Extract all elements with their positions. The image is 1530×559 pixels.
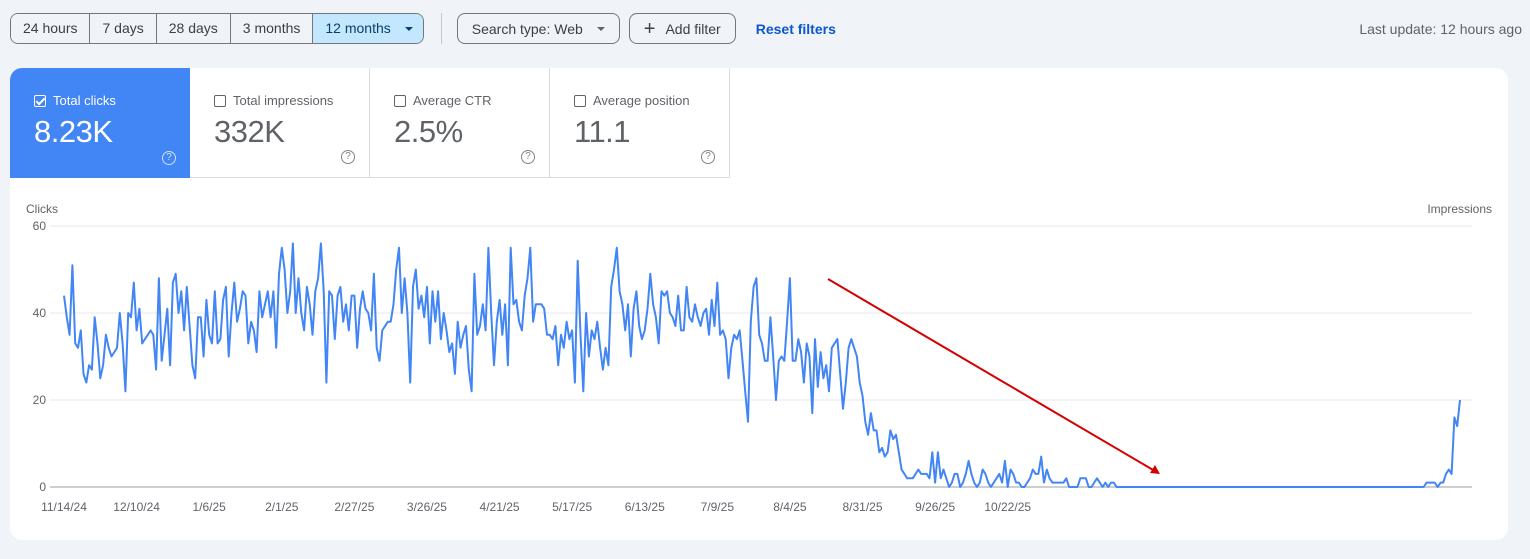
- arrowhead-icon: [1150, 465, 1160, 474]
- range-label: 3 months: [242, 20, 301, 36]
- x-tick-label: 5/17/25: [552, 500, 592, 514]
- metric-value: 8.23K: [34, 114, 113, 149]
- range-3-months[interactable]: 3 months: [230, 14, 314, 43]
- toolbar-divider: [440, 13, 442, 44]
- metric-value: 332K: [214, 114, 285, 149]
- metric-label: Total clicks: [53, 93, 116, 108]
- help-icon[interactable]: ?: [701, 150, 715, 164]
- y-tick-label: 20: [33, 393, 47, 407]
- range-label: 12 months: [325, 20, 391, 36]
- date-range-selector: 24 hours 7 days 28 days 3 months 12 months: [10, 13, 424, 44]
- x-tick-label: 10/22/25: [984, 500, 1031, 514]
- x-tick-label: 12/10/24: [113, 500, 160, 514]
- metric-average-ctr[interactable]: Average CTR 2.5% ?: [370, 68, 550, 178]
- checkbox-icon[interactable]: [214, 94, 226, 107]
- range-12-months[interactable]: 12 months: [313, 14, 423, 43]
- checkbox-checked-icon[interactable]: [34, 94, 46, 107]
- annotation-arrow: [827, 278, 1155, 472]
- metric-total-impressions[interactable]: Total impressions 332K ?: [190, 68, 370, 178]
- clicks-chart[interactable]: Clicks Impressions 0 20 40 60 11/14/24 12/10/…: [10, 178, 1508, 540]
- x-tick-label: 2/27/25: [334, 500, 374, 514]
- help-icon[interactable]: ?: [521, 150, 535, 164]
- toolbar: 24 hours 7 days 28 days 3 months 12 months S…: [10, 13, 1522, 44]
- help-icon[interactable]: ?: [162, 151, 176, 165]
- metric-value: 11.1: [574, 114, 631, 149]
- clicks-line: [63, 242, 1461, 488]
- chevron-down-icon: [596, 26, 605, 31]
- checkbox-icon[interactable]: [394, 94, 406, 107]
- range-label: 28 days: [168, 20, 218, 36]
- x-tick-label: 8/31/25: [842, 500, 882, 514]
- y-tick-label: 40: [33, 306, 47, 320]
- x-tick-label: 8/4/25: [773, 500, 807, 514]
- y-tick-label: 60: [33, 219, 47, 233]
- add-filter-label: Add filter: [665, 20, 721, 37]
- y-tick-label: 0: [39, 480, 46, 494]
- x-tick-label: 4/21/25: [480, 500, 520, 514]
- metric-total-clicks[interactable]: Total clicks 8.23K ?: [10, 68, 190, 178]
- y-axis-title-right: Impressions: [1427, 202, 1492, 216]
- chevron-down-icon: [404, 26, 413, 31]
- metric-label: Total impressions: [233, 93, 334, 108]
- metric-average-position[interactable]: Average position 11.1 ?: [550, 68, 730, 178]
- search-type-label: Search type: Web: [471, 20, 583, 37]
- performance-card: Total clicks 8.23K ? Total impressions 3…: [10, 68, 1508, 540]
- x-tick-label: 11/14/24: [41, 500, 87, 514]
- range-28-days[interactable]: 28 days: [156, 14, 231, 43]
- plus-icon: +: [643, 17, 656, 40]
- search-type-dropdown[interactable]: Search type: Web: [456, 13, 620, 44]
- range-label: 24 hours: [23, 20, 78, 36]
- x-tick-label: 7/9/25: [701, 500, 735, 514]
- x-tick-label: 6/13/25: [625, 500, 665, 514]
- help-icon[interactable]: ?: [341, 150, 355, 164]
- checkbox-icon[interactable]: [574, 94, 586, 107]
- metric-label: Average position: [593, 93, 690, 108]
- metric-tabs: Total clicks 8.23K ? Total impressions 3…: [10, 68, 1508, 178]
- x-tick-label: 2/1/25: [265, 500, 299, 514]
- line-chart-svg: 0 20 40 60 11/14/24 12/10/24 1/6/25 2/1/25 2/27/…: [33, 219, 1472, 514]
- x-tick-label: 9/26/25: [915, 500, 955, 514]
- range-7-days[interactable]: 7 days: [90, 14, 157, 43]
- last-update-text: Last update: 12 hours ago: [1359, 20, 1522, 37]
- add-filter-button[interactable]: + Add filter: [628, 13, 736, 44]
- range-label: 7 days: [102, 20, 144, 36]
- x-tick-label: 1/6/25: [192, 500, 226, 514]
- y-axis-title-left: Clicks: [26, 202, 58, 216]
- reset-filters-link[interactable]: Reset filters: [755, 20, 836, 37]
- range-24-hours[interactable]: 24 hours: [11, 14, 91, 43]
- x-tick-label: 3/26/25: [407, 500, 447, 514]
- metric-label: Average CTR: [413, 93, 492, 108]
- metric-value: 2.5%: [394, 114, 463, 149]
